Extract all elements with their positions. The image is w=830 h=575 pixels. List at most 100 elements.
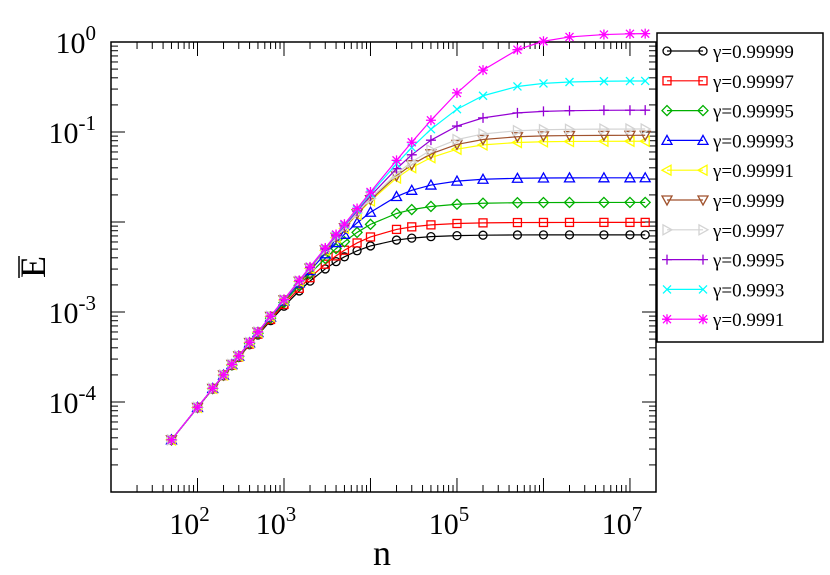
data-point (406, 149, 417, 160)
data-point (696, 164, 708, 177)
legend-item: γ=0.99991 (660, 161, 794, 182)
data-point (698, 46, 708, 56)
data-point (660, 195, 674, 207)
data-point (662, 223, 674, 236)
legend-box (656, 32, 824, 343)
data-point (338, 235, 351, 248)
data-point (563, 196, 576, 209)
data-point (476, 172, 490, 184)
data-point (538, 230, 549, 240)
data-point (538, 36, 549, 47)
data-point (405, 160, 418, 172)
y-tick-label: 10-3 (49, 291, 97, 330)
data-point (564, 230, 575, 240)
legend-label: γ=0.9991 (712, 310, 784, 331)
data-point (244, 337, 255, 348)
data-point (452, 230, 462, 241)
data-point (597, 171, 611, 183)
data-point (599, 217, 609, 228)
data-point (512, 82, 522, 91)
data-point (426, 220, 436, 230)
data-point (599, 122, 611, 136)
data-point (598, 105, 609, 116)
x-axis-title: n (373, 533, 391, 573)
data-point (364, 205, 377, 217)
data-point (698, 76, 708, 86)
data-point (564, 123, 576, 136)
data-point (390, 207, 403, 220)
data-point (391, 235, 402, 245)
data-point (564, 105, 575, 116)
tick-labels: 102 103 105 107 100 10-1 10-3 10-4 (49, 21, 643, 541)
data-point (331, 257, 341, 267)
legend-item: γ=0.9991 (662, 310, 784, 331)
data-point (450, 139, 464, 151)
x-tick-label: 103 (256, 502, 297, 541)
y-tick-label: 100 (56, 21, 97, 60)
data-point (624, 105, 635, 116)
legend-label: γ=0.9993 (712, 280, 784, 301)
data-point (320, 242, 331, 253)
data-point (350, 216, 364, 228)
data-point (624, 196, 636, 209)
data-point (698, 314, 708, 325)
data-point (452, 104, 462, 114)
legend-item: γ=0.99995 (661, 102, 794, 123)
series-10 (166, 28, 651, 445)
data-point (233, 350, 244, 361)
data-point (639, 196, 652, 209)
data-point (478, 127, 490, 141)
legend-item: γ=0.99993 (660, 131, 794, 152)
data-point (365, 232, 376, 242)
data-point (598, 29, 609, 40)
y-tick-label: 10-1 (49, 111, 97, 150)
legend-label: γ=0.9999 (712, 191, 784, 212)
data-point (640, 122, 652, 136)
data-point (623, 171, 637, 183)
data-point (662, 46, 672, 56)
data-point (426, 232, 436, 242)
data-point (451, 198, 463, 211)
data-point (294, 275, 305, 286)
legend-label: γ=0.99993 (712, 131, 794, 152)
data-point (640, 217, 650, 228)
data-point (624, 28, 635, 39)
data-point (512, 230, 523, 240)
data-point (625, 122, 637, 136)
data-point (478, 112, 489, 123)
data-point (407, 222, 417, 232)
data-point (539, 78, 548, 88)
data-point (424, 178, 438, 190)
data-point (512, 124, 524, 137)
legend-item: γ=0.9999 (660, 191, 784, 212)
y-tick-label: 10-4 (49, 381, 97, 420)
data-point (451, 87, 462, 98)
data-point (662, 76, 672, 86)
data-point (338, 227, 351, 239)
data-point (598, 196, 610, 209)
legend-item: γ=0.9993 (662, 280, 784, 301)
data-point (365, 241, 376, 251)
data-point (406, 137, 417, 148)
data-point (407, 233, 417, 243)
data-point (698, 284, 708, 294)
x-tick-label: 107 (602, 502, 643, 541)
legend-item: γ=0.9997 (662, 221, 784, 242)
plot-area (110, 41, 657, 493)
data-point (639, 171, 652, 183)
data-point (218, 369, 229, 380)
data-point (207, 383, 218, 394)
data-point (696, 134, 710, 146)
data-point (662, 254, 672, 265)
data-point (426, 143, 438, 157)
data-point (391, 155, 402, 166)
data-point (563, 171, 576, 183)
data-point (390, 190, 403, 202)
x-tick-label: 102 (169, 502, 210, 541)
data-point (640, 28, 651, 39)
data-point (352, 203, 363, 214)
data-point (660, 134, 674, 146)
data-point (698, 223, 710, 236)
legend-label: γ=0.99991 (712, 161, 794, 182)
